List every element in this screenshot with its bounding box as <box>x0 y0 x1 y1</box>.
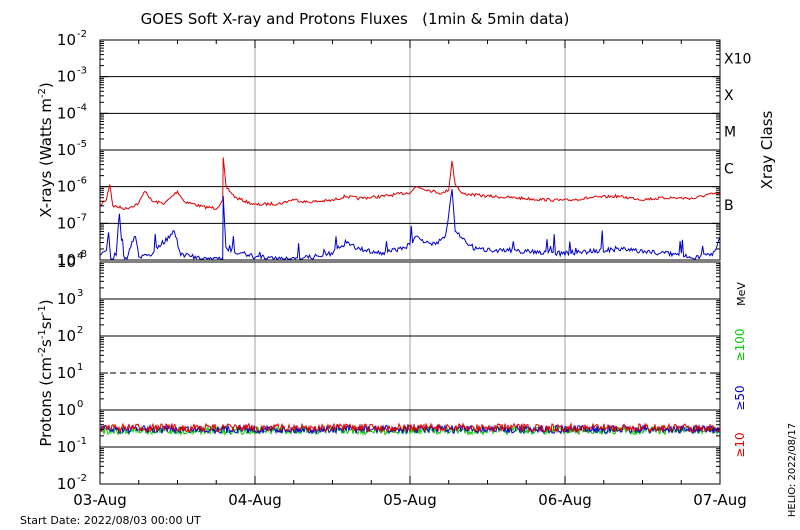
xray-y-tick-exponent: -2 <box>77 29 87 40</box>
proton-ylabel: Protons (cm-2s-1sr-1) <box>37 299 55 446</box>
xray-y-tick-label: 10 <box>57 178 76 196</box>
xray-ylabel-part: X-rays (Watts m <box>37 98 55 218</box>
proton-series-red <box>100 421 720 434</box>
xray-gridlines <box>100 40 720 260</box>
proton-y-tick-label: 10 <box>57 290 76 308</box>
xray-class-ticks: B C M X X10 <box>724 51 751 214</box>
xray-y-tick-exponent: -4 <box>77 102 87 113</box>
xray-y-tick-exponent: -6 <box>77 176 87 187</box>
xray-ylabel: X-rays (Watts m-2) <box>37 82 55 217</box>
proton-y-tick-exponent: 1 <box>77 362 83 373</box>
x-tick-label: 05-Aug <box>383 491 436 509</box>
xray-y-tick-exponent: -5 <box>77 139 87 150</box>
helio-date: HELIO: 2022/08/17 <box>787 423 798 517</box>
proton-y-tick-exponent: 3 <box>77 288 83 299</box>
xray-class-m: M <box>724 125 736 141</box>
legend-green: ≥100 <box>733 329 747 362</box>
proton-y-tick-exponent: 4 <box>77 251 83 262</box>
proton-y-tick-label: 10 <box>57 364 76 382</box>
xray-y-tick-label: 10 <box>57 214 76 232</box>
chart-title: GOES Soft X-ray and Protons Fluxes (1min… <box>141 10 570 28</box>
xray-y-tick-label: 10 <box>57 31 76 49</box>
xray-class-label: Xray Class <box>758 110 776 189</box>
proton-y-tick-exponent: 2 <box>77 325 83 336</box>
proton-y-tick-label: 10 <box>57 475 76 493</box>
xray-series-red <box>99 157 720 211</box>
xray-y-tick-exponent: -3 <box>77 66 87 77</box>
xray-y-ticks: 10-810-710-610-510-410-310-2 <box>57 29 720 269</box>
xray-ylabel-part: -2 <box>37 88 48 98</box>
proton-y-tick-label: 10 <box>57 401 76 419</box>
xray-class-x: X <box>724 88 734 104</box>
proton-gridlines <box>100 262 720 484</box>
proton-ylabel-part: -1 <box>37 305 48 315</box>
energy-legend: ≥10 ≥50 ≥100 <box>733 329 747 458</box>
legend-blue: ≥50 <box>733 385 747 410</box>
xray-class-b: B <box>724 198 734 214</box>
proton-y-tick-label: 10 <box>57 253 76 271</box>
x-tick-label: 06-Aug <box>538 491 591 509</box>
proton-ylabel-part: s <box>37 339 55 347</box>
xray-y-tick-exponent: -7 <box>77 212 87 223</box>
x-tick-label: 03-Aug <box>73 491 126 509</box>
proton-ylabel-part: -2 <box>37 347 48 357</box>
proton-y-tick-exponent: 0 <box>77 399 83 410</box>
proton-y-tick-exponent: -2 <box>77 473 87 484</box>
xray-y-tick-label: 10 <box>57 141 76 159</box>
x-tick-label: 04-Aug <box>228 491 281 509</box>
start-date: Start Date: 2022/08/03 00:00 UT <box>20 514 201 527</box>
xray-series-blue <box>99 189 721 261</box>
xray-y-tick-label: 10 <box>57 251 76 269</box>
proton-ylabel-part: -1 <box>37 329 48 339</box>
xray-class-x10: X10 <box>724 51 751 67</box>
proton-y-tick-exponent: -1 <box>77 436 87 447</box>
mev-label: MeV <box>735 282 748 306</box>
proton-ylabel-part: Protons (cm <box>37 357 55 447</box>
xray-y-tick-label: 10 <box>57 104 76 122</box>
legend-red: ≥10 <box>733 432 747 457</box>
xray-class-c: C <box>724 161 734 177</box>
xray-y-tick-label: 10 <box>57 68 76 86</box>
proton-y-tick-label: 10 <box>57 327 76 345</box>
xray-ylabel-part: ) <box>37 82 55 88</box>
proton-ylabel-part: sr <box>37 314 55 329</box>
xray-series <box>99 157 721 261</box>
proton-y-tick-label: 10 <box>57 438 76 456</box>
x-tick-labels: 03-Aug 04-Aug 05-Aug 06-Aug 07-Aug <box>73 40 747 509</box>
xray-y-tick-exponent: -8 <box>77 249 87 260</box>
proton-series <box>100 421 720 437</box>
proton-ylabel-part: ) <box>37 299 55 305</box>
x-tick-label: 07-Aug <box>693 491 746 509</box>
